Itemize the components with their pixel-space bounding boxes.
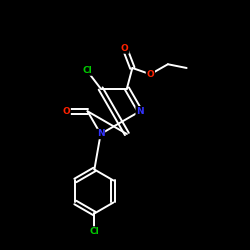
Text: O: O	[62, 107, 70, 116]
Text: N: N	[136, 107, 144, 116]
Text: Cl: Cl	[90, 227, 99, 236]
Text: O: O	[121, 44, 129, 53]
Text: O: O	[146, 70, 154, 79]
Text: N: N	[97, 130, 104, 138]
Text: Cl: Cl	[82, 66, 92, 75]
